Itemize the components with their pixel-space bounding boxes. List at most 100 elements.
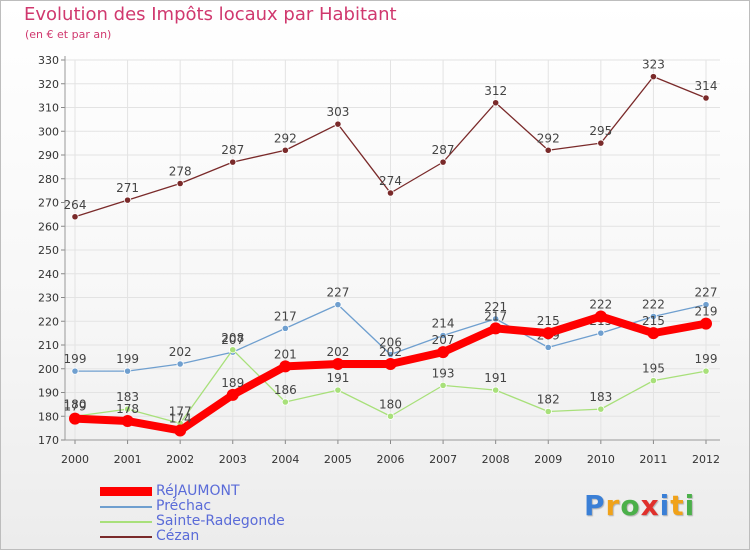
data-label: 195	[642, 362, 665, 376]
y-tick-label: 280	[38, 173, 59, 186]
data-label: 222	[642, 298, 665, 312]
data-point	[281, 324, 289, 332]
data-label: 264	[64, 198, 87, 212]
chart-title: Evolution des Impôts locaux par Habitant	[24, 4, 397, 25]
data-label: 295	[589, 124, 612, 138]
y-tick-label: 210	[38, 339, 59, 352]
data-point	[702, 94, 710, 102]
data-point	[439, 331, 447, 340]
data-label: 202	[379, 345, 402, 359]
data-label: 208	[221, 331, 244, 345]
legend-swatch	[100, 505, 152, 508]
data-point	[229, 346, 237, 354]
data-point	[229, 158, 237, 166]
data-point	[489, 322, 502, 335]
data-point	[439, 158, 447, 166]
data-point	[647, 327, 660, 340]
data-point	[439, 381, 447, 389]
x-tick-label: 2002	[166, 453, 194, 466]
data-point	[281, 146, 289, 154]
x-tick-label: 2006	[377, 453, 405, 466]
data-point	[386, 412, 395, 420]
data-label: 274	[379, 174, 402, 188]
data-point	[123, 405, 132, 413]
logo-letter: o	[620, 489, 641, 522]
data-point	[492, 99, 500, 107]
data-label: 202	[169, 345, 192, 359]
y-tick-label: 320	[38, 78, 59, 91]
data-label: 199	[64, 352, 87, 366]
data-point	[492, 315, 500, 323]
data-point	[700, 317, 712, 330]
x-tick-label: 2003	[219, 453, 247, 466]
legend-item: Préchac	[100, 499, 285, 514]
data-label: 292	[274, 131, 297, 145]
x-tick-label: 2012	[692, 453, 720, 466]
data-point	[71, 213, 79, 221]
data-label: 207	[432, 333, 455, 347]
data-point	[542, 327, 555, 340]
logo-letter: P	[584, 489, 606, 522]
data-point	[334, 386, 342, 394]
y-tick-label: 310	[38, 102, 59, 115]
data-point	[649, 73, 658, 81]
legend-label: RéJAUMONT	[156, 483, 240, 499]
data-label: 186	[274, 383, 297, 397]
data-label: 177	[169, 404, 192, 418]
y-tick-label: 300	[38, 125, 59, 138]
legend-swatch	[100, 520, 152, 523]
data-point	[386, 350, 395, 359]
data-label: 191	[484, 371, 507, 385]
data-point	[123, 196, 132, 204]
data-point	[123, 367, 132, 375]
data-label: 180	[64, 397, 87, 411]
data-label: 312	[484, 84, 507, 98]
data-label: 199	[695, 352, 718, 366]
data-label: 215	[642, 314, 665, 328]
series-c-zan: 264 271 278 287 292 303 274 287 312 292 295 323 314	[64, 58, 717, 221]
data-label: 178	[116, 402, 139, 416]
data-label: 202	[326, 345, 349, 359]
data-point	[437, 346, 450, 359]
data-point	[649, 312, 658, 321]
data-point	[281, 398, 289, 406]
data-label: 182	[537, 393, 560, 407]
data-point	[544, 343, 552, 351]
data-point	[702, 301, 710, 309]
data-label: 287	[432, 143, 455, 157]
y-tick-label: 190	[38, 387, 59, 400]
data-point	[544, 407, 552, 416]
data-label: 222	[589, 298, 612, 312]
data-point	[702, 367, 710, 375]
data-point	[334, 301, 342, 309]
data-label: 191	[326, 371, 349, 385]
data-label: 271	[116, 181, 139, 195]
data-label: 227	[326, 286, 349, 300]
y-tick-label: 330	[38, 54, 59, 67]
x-tick-label: 2010	[587, 453, 615, 466]
data-label: 219	[695, 305, 718, 319]
x-tick-label: 2001	[114, 453, 142, 466]
data-point	[597, 329, 605, 337]
data-label: 287	[221, 143, 244, 157]
series-sainte-radegonde: 180 183 177 208 186 191 180 193 191 182 183 195 199	[64, 331, 718, 427]
chart-subtitle: (en € et par an)	[25, 28, 112, 41]
data-point	[544, 146, 552, 154]
data-label: 193	[432, 366, 455, 380]
data-point	[384, 358, 397, 370]
y-tick-label: 260	[38, 220, 59, 233]
y-tick-label: 170	[38, 434, 59, 447]
y-tick-label: 250	[38, 244, 59, 257]
data-point	[386, 189, 395, 197]
y-tick-label: 220	[38, 315, 59, 328]
data-label: 323	[642, 58, 665, 72]
data-label: 206	[379, 336, 402, 350]
legend: RéJAUMONT Préchac Sainte-Radegonde Cézan	[100, 484, 285, 544]
data-point	[174, 424, 187, 437]
x-tick-label: 2005	[324, 453, 352, 466]
data-point	[594, 310, 607, 323]
data-label: 180	[379, 397, 402, 411]
x-tick-label: 2011	[639, 453, 667, 466]
legend-item: Cézan	[100, 529, 285, 544]
